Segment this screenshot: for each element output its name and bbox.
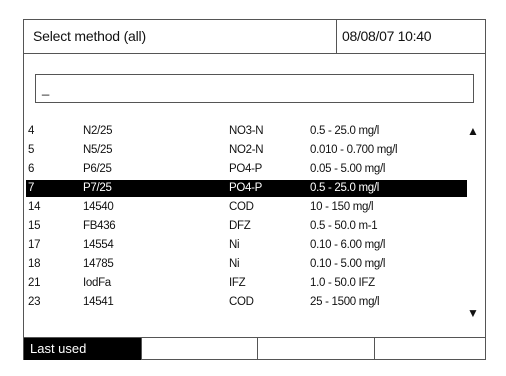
method-parameter: COD xyxy=(229,201,254,213)
method-range: 0.5 - 25.0 mg/l xyxy=(310,182,380,194)
method-search-input-value: _ xyxy=(42,81,50,96)
method-range: 1.0 - 50.0 IFZ xyxy=(310,277,375,289)
method-code: N2/25 xyxy=(83,125,113,137)
method-range: 10 - 150 mg/l xyxy=(310,201,374,213)
method-number: 23 xyxy=(28,296,41,308)
method-code: 14554 xyxy=(83,239,114,251)
method-code: N5/25 xyxy=(83,144,113,156)
method-number: 7 xyxy=(28,182,35,194)
method-select-screen: Select method (all) 08/08/07 10:40 _ 4 N… xyxy=(23,19,486,360)
method-list-row[interactable]: 23 14541 COD 25 - 1500 mg/l xyxy=(26,294,467,311)
method-range: 0.10 - 5.00 mg/l xyxy=(310,258,386,270)
method-range: 0.05 - 5.00 mg/l xyxy=(310,163,386,175)
method-range: 0.5 - 25.0 mg/l xyxy=(310,125,380,137)
method-number: 17 xyxy=(28,239,41,251)
method-list-row[interactable]: 7 P7/25 PO4-P 0.5 - 25.0 mg/l xyxy=(26,180,467,197)
softkey-bar: Last used xyxy=(24,337,485,360)
method-code: 14540 xyxy=(83,201,114,213)
method-list: 4 N2/25 NO3-N 0.5 - 25.0 mg/l 5 N5/25 NO… xyxy=(24,123,485,320)
method-list-row[interactable]: 4 N2/25 NO3-N 0.5 - 25.0 mg/l xyxy=(26,123,467,140)
method-list-row[interactable]: 18 14785 Ni 0.10 - 5.00 mg/l xyxy=(26,256,467,273)
method-parameter: COD xyxy=(229,296,254,308)
date-time-display: 08/08/07 10:40 xyxy=(342,28,432,44)
method-range: 0.5 - 50.0 m-1 xyxy=(310,220,378,232)
method-number: 6 xyxy=(28,163,35,175)
method-parameter: IFZ xyxy=(229,277,246,289)
last-used-softkey[interactable]: Last used xyxy=(24,338,142,360)
method-parameter: DFZ xyxy=(229,220,251,232)
method-parameter: NO3-N xyxy=(229,125,264,137)
method-list-row[interactable]: 14 14540 COD 10 - 150 mg/l xyxy=(26,199,467,216)
softkey-4[interactable] xyxy=(375,338,485,360)
method-code: P6/25 xyxy=(83,163,112,175)
method-parameter: PO4-P xyxy=(229,182,263,194)
method-number: 5 xyxy=(28,144,35,156)
method-number: 4 xyxy=(28,125,35,137)
method-code: IodFa xyxy=(83,277,111,289)
method-range: 0.010 - 0.700 mg/l xyxy=(310,144,398,156)
method-parameter: Ni xyxy=(229,258,240,270)
method-number: 14 xyxy=(28,201,41,213)
scroll-up-icon[interactable]: ▲ xyxy=(467,124,479,138)
method-number: 21 xyxy=(28,277,41,289)
method-parameter: PO4-P xyxy=(229,163,263,175)
method-code: FB436 xyxy=(83,220,116,232)
header-divider xyxy=(336,20,337,53)
method-list-row[interactable]: 21 IodFa IFZ 1.0 - 50.0 IFZ xyxy=(26,275,467,292)
method-range: 0.10 - 6.00 mg/l xyxy=(310,239,386,251)
method-code: P7/25 xyxy=(83,182,112,194)
header-bar: Select method (all) 08/08/07 10:40 xyxy=(24,20,485,54)
method-number: 15 xyxy=(28,220,41,232)
method-code: 14541 xyxy=(83,296,114,308)
method-range: 25 - 1500 mg/l xyxy=(310,296,380,308)
method-code: 14785 xyxy=(83,258,114,270)
method-list-row[interactable]: 6 P6/25 PO4-P 0.05 - 5.00 mg/l xyxy=(26,161,467,178)
method-list-row[interactable]: 17 14554 Ni 0.10 - 6.00 mg/l xyxy=(26,237,467,254)
softkey-3[interactable] xyxy=(258,338,375,360)
method-parameter: NO2-N xyxy=(229,144,264,156)
method-search-input[interactable]: _ xyxy=(35,74,474,103)
method-list-row[interactable]: 15 FB436 DFZ 0.5 - 50.0 m-1 xyxy=(26,218,467,235)
scroll-down-icon[interactable]: ▼ xyxy=(467,306,479,320)
softkey-2[interactable] xyxy=(142,338,258,360)
page-title: Select method (all) xyxy=(33,28,146,44)
method-parameter: Ni xyxy=(229,239,240,251)
method-list-row[interactable]: 5 N5/25 NO2-N 0.010 - 0.700 mg/l xyxy=(26,142,467,159)
method-number: 18 xyxy=(28,258,41,270)
